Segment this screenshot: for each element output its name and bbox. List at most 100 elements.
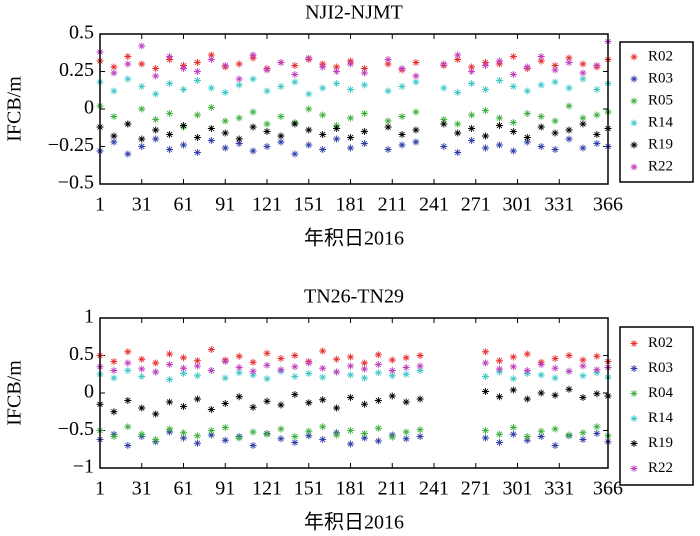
point	[263, 143, 271, 150]
point	[347, 440, 355, 448]
point	[291, 363, 299, 371]
point	[360, 400, 368, 408]
point	[124, 150, 132, 158]
point	[374, 369, 382, 377]
y-tick-label: 0.25	[59, 59, 94, 81]
point	[360, 69, 368, 77]
point	[374, 424, 382, 432]
point	[221, 62, 229, 69]
point	[565, 135, 573, 143]
point	[482, 132, 490, 140]
point	[509, 386, 517, 394]
point	[579, 60, 587, 68]
point	[374, 351, 382, 359]
point	[509, 119, 517, 126]
point	[440, 143, 448, 150]
point	[180, 354, 188, 362]
point	[277, 355, 285, 362]
point	[482, 86, 490, 93]
point	[509, 147, 517, 155]
x-tick-label: 61	[174, 194, 194, 216]
x-tick-label: 271	[461, 194, 491, 216]
point	[398, 141, 406, 149]
point	[360, 365, 368, 373]
x-tick-label: 301	[503, 194, 533, 216]
point	[193, 77, 201, 84]
point	[565, 59, 573, 66]
point	[166, 53, 174, 60]
point	[319, 63, 327, 71]
point	[193, 59, 201, 66]
point	[249, 367, 257, 375]
x-tick-label: 31	[132, 194, 152, 216]
point	[495, 77, 503, 84]
point	[138, 105, 146, 113]
point	[235, 140, 243, 147]
point	[551, 78, 559, 86]
point	[180, 370, 188, 377]
point	[207, 346, 215, 353]
point	[166, 350, 174, 358]
point	[263, 66, 271, 74]
legend-box	[619, 41, 694, 183]
point	[347, 86, 355, 93]
point	[305, 432, 313, 440]
x-tick-label: 181	[336, 478, 366, 500]
point	[249, 51, 257, 59]
point	[110, 433, 118, 440]
point	[388, 356, 396, 364]
point	[468, 63, 476, 71]
y-tick-label: −1	[73, 456, 94, 478]
y-tick-label: 0	[84, 381, 94, 403]
point	[388, 392, 396, 400]
point	[565, 352, 573, 359]
legend-marker	[630, 415, 638, 422]
y-axis-label: IFCB/m	[4, 76, 26, 142]
point	[138, 135, 146, 143]
point	[333, 80, 341, 87]
point	[305, 399, 313, 407]
point	[110, 69, 118, 77]
point	[468, 137, 476, 144]
y-tick-label: 0	[84, 97, 94, 119]
point	[537, 389, 545, 397]
legend-marker	[630, 163, 638, 171]
x-tick-label: 31	[132, 478, 152, 500]
point	[416, 433, 424, 440]
point	[565, 84, 573, 92]
point	[152, 65, 160, 72]
point	[291, 391, 299, 398]
x-tick-label: 366	[593, 478, 623, 500]
point	[333, 135, 341, 143]
point	[523, 367, 531, 374]
point	[291, 120, 299, 128]
x-tick-label: 91	[215, 478, 235, 500]
point	[110, 408, 118, 416]
point	[221, 144, 229, 152]
point	[333, 368, 341, 376]
point	[305, 54, 313, 62]
point	[551, 364, 559, 372]
legend-label: R22	[648, 460, 673, 476]
point	[319, 84, 327, 92]
point	[277, 59, 285, 66]
point	[221, 424, 229, 431]
point	[166, 376, 174, 383]
point	[263, 128, 271, 135]
point	[412, 126, 420, 134]
point	[454, 56, 462, 63]
point	[551, 425, 559, 433]
point	[509, 83, 517, 90]
point	[277, 401, 285, 409]
point	[263, 120, 271, 128]
x-tick-label: 301	[503, 478, 533, 500]
point	[454, 149, 462, 156]
point	[360, 359, 368, 367]
point	[523, 350, 531, 358]
point	[193, 362, 201, 370]
point	[124, 348, 132, 356]
point	[579, 394, 587, 401]
point	[333, 63, 341, 71]
point	[593, 86, 601, 93]
point	[249, 123, 257, 131]
